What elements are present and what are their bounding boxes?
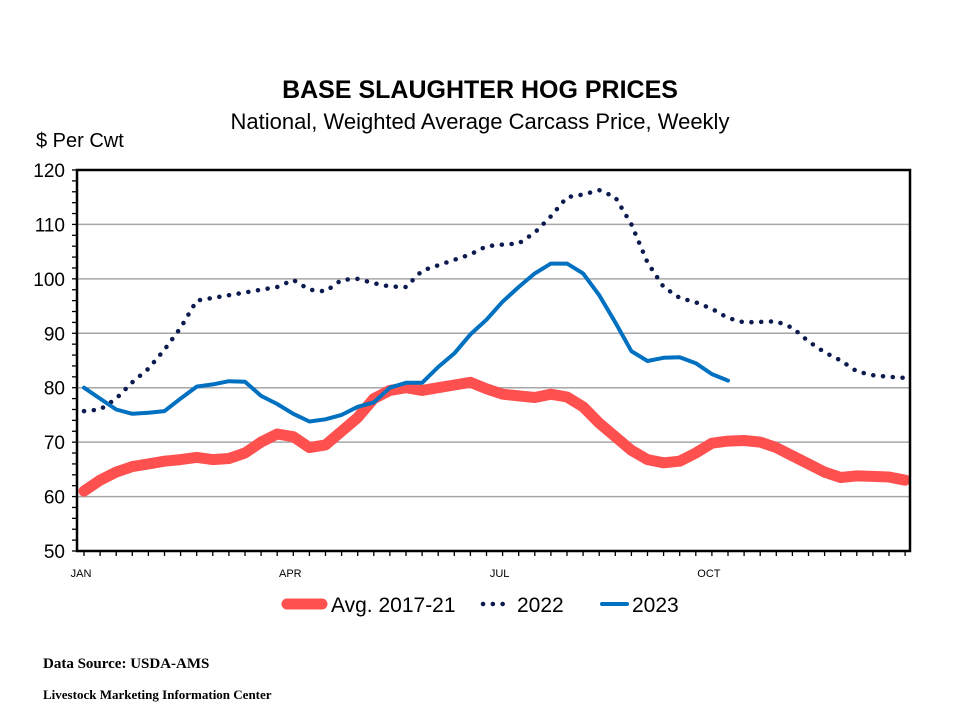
y-tick-label: 110 bbox=[35, 215, 65, 236]
organization: Livestock Marketing Information Center bbox=[43, 687, 272, 702]
y-tick-label: 70 bbox=[44, 433, 65, 454]
series-line-avg-2017-21 bbox=[78, 376, 911, 497]
y-tick-label: 90 bbox=[44, 324, 65, 345]
y-tick-label: 60 bbox=[44, 488, 65, 509]
chart-subtitle: National, Weighted Average Carcass Price… bbox=[230, 109, 730, 134]
plot-frame bbox=[75, 168, 912, 553]
chart-title: BASE SLAUGHTER HOG PRICES bbox=[282, 76, 678, 104]
y-tick-label: 100 bbox=[33, 270, 65, 291]
legend-label: 2023 bbox=[632, 594, 679, 617]
y-tick-label: 120 bbox=[33, 161, 65, 182]
y-tick-label: 80 bbox=[44, 379, 65, 400]
x-tick-label: JUL bbox=[490, 568, 510, 580]
data-source: Data Source: USDA-AMS bbox=[43, 656, 210, 672]
series-line-2023 bbox=[82, 261, 730, 424]
legend-label: Avg. 2017-21 bbox=[331, 594, 456, 617]
x-tick-label: JAN bbox=[71, 568, 92, 580]
legend-label: 2022 bbox=[517, 594, 564, 617]
y-tick-label: 50 bbox=[44, 542, 65, 563]
y-axis-label: $ Per Cwt bbox=[36, 130, 124, 152]
x-tick-label: APR bbox=[279, 568, 302, 580]
series-line-2022 bbox=[81, 187, 908, 414]
x-tick-label: OCT bbox=[697, 568, 721, 580]
